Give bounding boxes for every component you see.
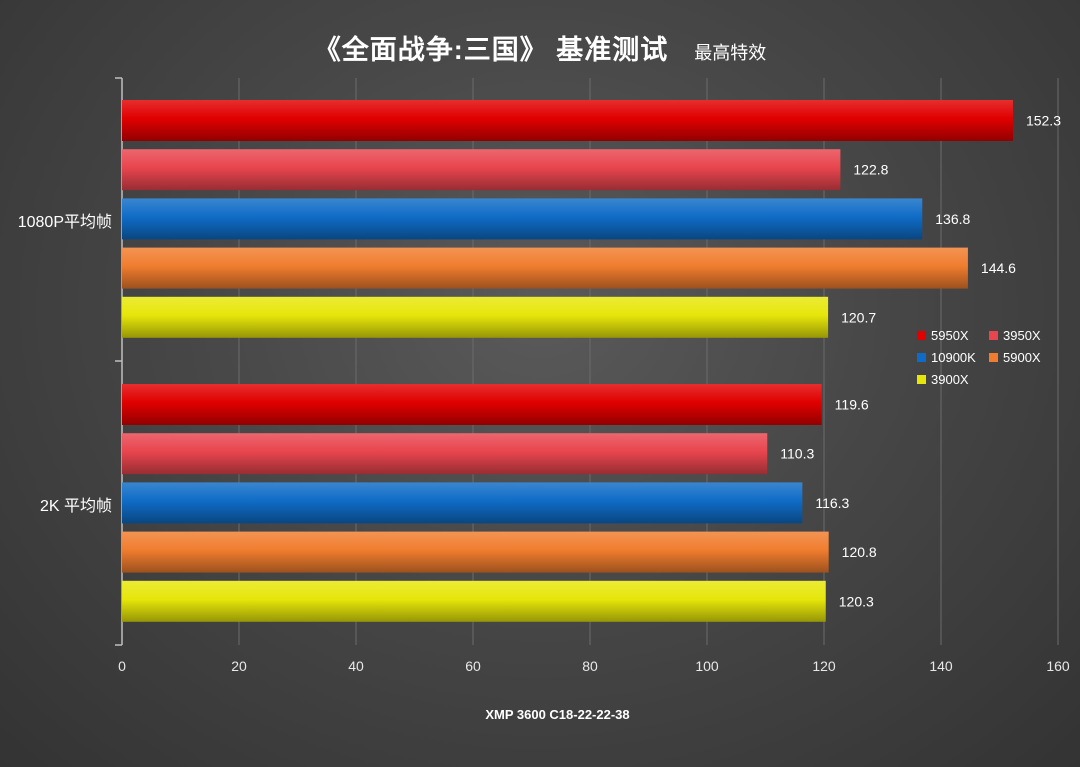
bar-3950x-1080p bbox=[122, 149, 841, 191]
x-tick-label: 140 bbox=[929, 658, 953, 674]
bar-value-label: 152.3 bbox=[1026, 113, 1061, 129]
legend-label-3950x: 3950X bbox=[1003, 328, 1041, 343]
bar-5950x-1080p bbox=[122, 100, 1013, 141]
chart-title-text: 《全面战争:三国》 基准测试 bbox=[313, 35, 669, 65]
bar-value-label: 116.3 bbox=[815, 495, 849, 511]
bar-value-label: 120.7 bbox=[841, 309, 876, 325]
bar-value-label: 120.8 bbox=[842, 544, 877, 560]
legend-item-10900k: 10900K bbox=[917, 350, 976, 365]
x-tick-label: 60 bbox=[465, 658, 481, 674]
bar-value-label: 120.3 bbox=[839, 593, 874, 609]
legend-item-5950x: 5950X bbox=[917, 328, 969, 343]
bar-5950x-2k bbox=[122, 384, 822, 425]
legend-label-10900k: 10900K bbox=[931, 350, 976, 365]
bar-3950x-2k bbox=[122, 433, 768, 475]
legend-label-5900x: 5900X bbox=[1003, 350, 1041, 365]
x-tick-label: 80 bbox=[582, 658, 598, 674]
x-tick-label: 100 bbox=[695, 658, 719, 674]
legend-swatch-5900x bbox=[989, 353, 998, 362]
legend-swatch-10900k bbox=[917, 353, 926, 362]
category-label-2k: 2K 平均帧 bbox=[39, 498, 112, 515]
legend-swatch-3950x bbox=[989, 331, 998, 340]
legend-swatch-5950x bbox=[917, 331, 926, 340]
legend-item-3900x: 3900X bbox=[917, 372, 969, 387]
bar-5900x-1080p bbox=[122, 247, 968, 289]
bar-10900k-1080p bbox=[122, 198, 923, 240]
bar-value-label: 122.8 bbox=[853, 162, 888, 178]
bar-value-label: 144.6 bbox=[981, 260, 1016, 276]
x-tick-label: 0 bbox=[118, 658, 126, 674]
x-tick-label: 40 bbox=[348, 658, 364, 674]
bar-10900k-2k bbox=[122, 482, 803, 524]
legend-item-3950x: 3950X bbox=[989, 328, 1041, 343]
legend-item-5900x: 5900X bbox=[989, 350, 1041, 365]
bar-value-label: 119.6 bbox=[835, 397, 869, 413]
bar-3900x-2k bbox=[122, 580, 826, 622]
bar-value-label: 110.3 bbox=[780, 446, 814, 462]
bar-value-label: 136.8 bbox=[935, 211, 970, 227]
x-axis-label: XMP 3600 C18-22-22-38 bbox=[485, 707, 630, 722]
category-label-1080p: 1080P平均帧 bbox=[17, 214, 112, 231]
legend-label-5950x: 5950X bbox=[931, 328, 969, 343]
x-tick-label: 20 bbox=[231, 658, 247, 674]
bar-5900x-2k bbox=[122, 531, 829, 573]
bar-3900x-1080p bbox=[122, 296, 829, 338]
chart-subtitle: 最高特效 bbox=[694, 43, 767, 63]
legend-label-3900x: 3900X bbox=[931, 372, 969, 387]
legend-swatch-3900x bbox=[917, 375, 926, 384]
x-tick-label: 160 bbox=[1046, 658, 1070, 674]
chart-title: 《全面战争:三国》 基准测试 最高特效 bbox=[0, 28, 1080, 67]
x-tick-label: 120 bbox=[812, 658, 836, 674]
